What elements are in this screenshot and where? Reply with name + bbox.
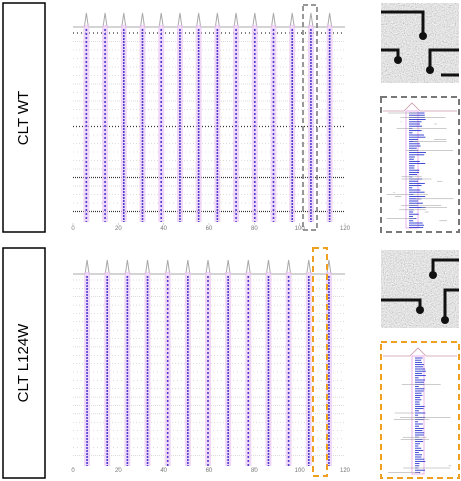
- x-tick-label: 80: [251, 468, 258, 474]
- lane: [83, 25, 90, 222]
- panel-label: CLT L124W: [15, 323, 32, 402]
- x-tick-label: 20: [115, 226, 122, 232]
- trace: [73, 259, 345, 275]
- label-box: [2, 2, 46, 233]
- x-tick-label: 60: [206, 226, 213, 232]
- x-tick-label: 100: [295, 468, 306, 474]
- x-tick-label: 20: [115, 468, 122, 474]
- panel-label: CLT WT: [15, 91, 32, 145]
- zoom-lane: [411, 355, 425, 475]
- zoom-trace: [383, 102, 457, 112]
- x-tick-label: 0: [71, 468, 75, 474]
- label-box: [2, 247, 46, 479]
- trace: [73, 12, 345, 28]
- zoom-box: [380, 96, 460, 233]
- zoom-box: [380, 341, 460, 479]
- electrode-image: [381, 250, 459, 328]
- x-tick-label: 0: [71, 226, 75, 232]
- x-tick-label: 40: [160, 226, 167, 232]
- x-tick-label: 80: [251, 226, 258, 232]
- x-tick-label: 120: [340, 226, 351, 232]
- electrode-image: [381, 3, 459, 83]
- zoom-trace: [383, 347, 457, 357]
- lane: [102, 25, 109, 222]
- zoom-lane: [405, 110, 419, 229]
- x-tick-label: 60: [206, 468, 213, 474]
- x-tick-label: 100: [295, 226, 306, 232]
- x-tick-label: 40: [160, 468, 167, 474]
- x-tick-label: 120: [340, 468, 351, 474]
- lane: [233, 25, 240, 222]
- highlight-box: [312, 247, 328, 477]
- raster-plots: 0 20 40 60 80 100 120 0 20 40 60 80 100 120: [71, 12, 351, 474]
- lane: [251, 25, 258, 222]
- lane: [158, 25, 165, 222]
- lane: [270, 25, 277, 222]
